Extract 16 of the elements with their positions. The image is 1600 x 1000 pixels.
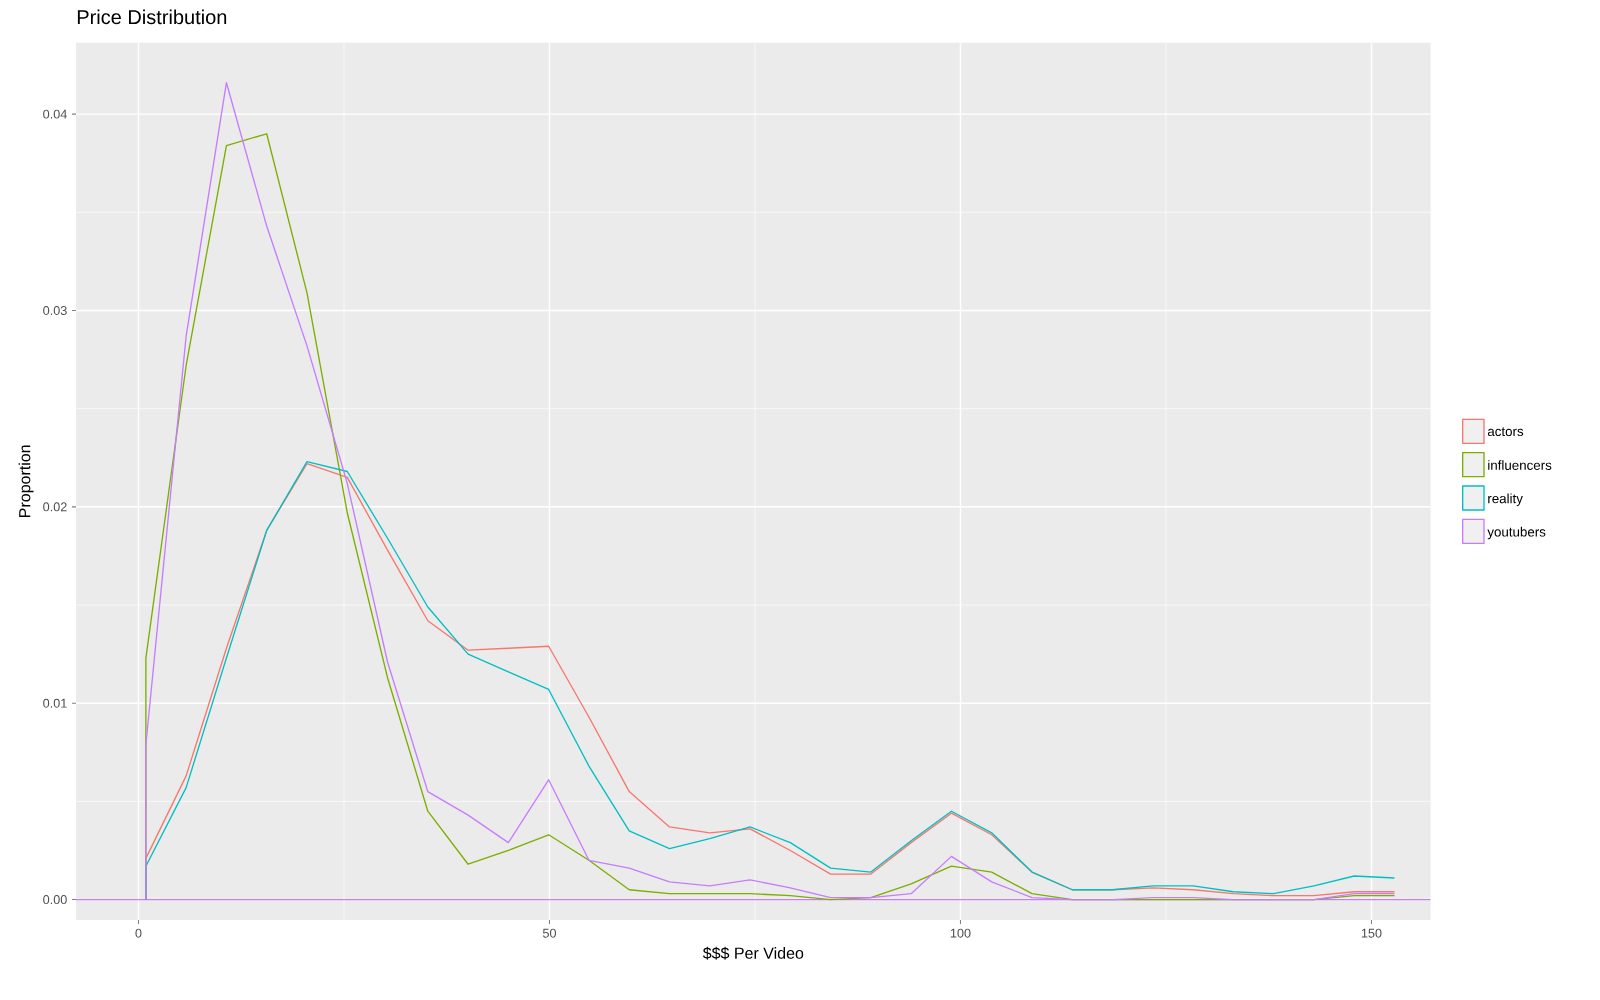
y-tick-label: 0.04 bbox=[43, 109, 67, 119]
legend-label: reality bbox=[1488, 493, 1523, 506]
legend-label: actors bbox=[1487, 427, 1524, 437]
y-tick-label: 0.02 bbox=[43, 502, 67, 512]
x-tick-label: 0 bbox=[135, 928, 142, 938]
y-axis-title: Proportion bbox=[18, 445, 34, 517]
x-tick-label: 150 bbox=[1361, 928, 1382, 938]
y-tick-label: 0.00 bbox=[43, 895, 67, 905]
x-axis-title: $$$ Per Video bbox=[702, 946, 804, 960]
chart-title: Price Distribution bbox=[77, 9, 227, 25]
y-tick-label: 0.01 bbox=[43, 698, 67, 708]
legend-label: youtubers bbox=[1487, 526, 1546, 540]
y-tick-label: 0.03 bbox=[43, 306, 67, 315]
legend-label: influencers bbox=[1488, 460, 1552, 470]
x-tick-label: 100 bbox=[950, 928, 971, 938]
x-tick-label: 50 bbox=[542, 928, 557, 938]
